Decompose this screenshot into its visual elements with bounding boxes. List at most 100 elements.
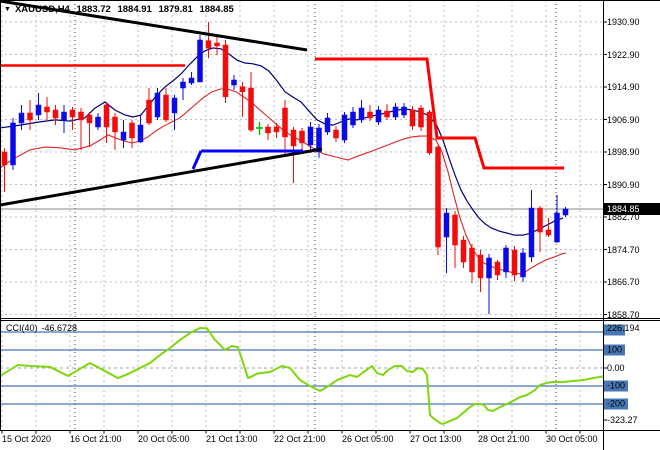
bear-candle-body [214, 42, 220, 47]
bull-candle-body [324, 117, 331, 133]
bull-candle-body [188, 77, 195, 84]
bear-candle-body [537, 207, 543, 233]
time-axis-label: 28 Oct 21:00 [478, 434, 530, 444]
ma-fast-line [0, 47, 564, 236]
bear-candle-body [239, 86, 246, 92]
bull-candle-body [61, 111, 67, 121]
bear-candle-body [52, 109, 59, 119]
bear-candle-body [86, 114, 93, 124]
symbol-timeframe-label: XAUUSD,H4 [14, 4, 70, 15]
price-axis-label: 1930.90 [607, 17, 640, 27]
bear-candle-body [333, 129, 339, 139]
bear-candle-body [248, 87, 254, 131]
bear-candle-body [494, 261, 501, 276]
bear-candle-body [1, 151, 8, 166]
bear-candle-body [69, 109, 76, 118]
price-axis-label: 1866.70 [607, 277, 640, 287]
price-axis-label: 1874.70 [607, 244, 640, 255]
bull-candle-body [392, 106, 399, 118]
bear-candle-body [477, 254, 484, 279]
bear-candle-body [146, 99, 152, 124]
current-price-badge: 1884.85 [604, 203, 660, 215]
bear-candle-body [78, 111, 84, 121]
descending-trendline[interactable] [0, 0, 308, 52]
bear-candle-body [44, 106, 50, 113]
bear-candle-body [27, 112, 33, 121]
blue-flag-pole-line[interactable] [191, 150, 203, 170]
time-axis-label: 30 Oct 05:00 [546, 434, 598, 444]
bear-candle-body [163, 94, 169, 121]
bull-candle-body [307, 126, 314, 146]
cci-level-badge [604, 324, 625, 336]
bear-candle-body [469, 247, 475, 273]
bull-candle-body [358, 107, 365, 121]
bull-candle-body [350, 111, 356, 126]
cci-level-badge-label: -100 [604, 380, 629, 392]
cci-level-badge-label: -200 [604, 398, 629, 410]
cci-indicator-line [0, 327, 604, 425]
indicator-label: CCI(40) -46.6728 [6, 323, 81, 333]
bull-candle-body [401, 106, 407, 116]
bull-candle-body [443, 212, 450, 238]
quote-close: 1884.85 [199, 4, 234, 15]
bull-candle-body [18, 112, 25, 124]
quote-low: 1879.81 [158, 4, 193, 15]
bear-candle-body [452, 214, 458, 246]
bull-candle-body [562, 208, 569, 216]
bear-candle-body [282, 107, 288, 138]
bull-candle-body [528, 207, 535, 258]
time-axis-label: 16 Oct 21:00 [70, 434, 122, 444]
bear-candle-body [103, 104, 110, 128]
bear-candle-body [129, 122, 135, 139]
bear-candle-body [290, 129, 297, 147]
bear-candle-body [545, 229, 552, 236]
bear-candle-body [273, 126, 280, 133]
bear-candle-body [511, 249, 518, 276]
bull-candle-body [375, 109, 382, 123]
indicator-value: -46.6728 [41, 323, 78, 333]
bull-candle-body [180, 81, 186, 89]
bull-candle-body [231, 79, 237, 86]
bull-candle-body [520, 252, 526, 278]
price-axis-label: 1922.90 [607, 49, 640, 60]
time-axis-label: 26 Oct 05:00 [342, 434, 394, 444]
bear-candle-body [384, 110, 390, 118]
bull-candle-body [341, 114, 348, 141]
time-axis-label: 20 Oct 05:00 [138, 434, 190, 444]
price-axis-label: 1914.90 [607, 82, 640, 92]
quote-high: 1884.91 [117, 4, 152, 15]
bull-candle-body [171, 97, 178, 114]
cci-axis-label: -323.27 [607, 415, 638, 425]
time-axis-label: 27 Oct 13:00 [410, 434, 462, 444]
bear-candle-body [409, 109, 416, 127]
price-axis-label: 1906.90 [607, 114, 640, 125]
price-axis-label: 1890.90 [607, 179, 640, 190]
bear-candle-body [112, 116, 118, 133]
bear-candle-body [265, 126, 271, 134]
bull-candle-body [316, 127, 322, 153]
bull-candle-body [197, 39, 203, 83]
bull-candle-body [95, 116, 101, 128]
cci-axis-label: 226.194 [607, 323, 640, 333]
bear-candle-body [299, 130, 305, 144]
stepped-resistance-line[interactable] [315, 57, 564, 170]
cci-level-badge-label: 100 [604, 344, 626, 356]
price-axis-label: 1858.70 [607, 309, 640, 320]
ascending-trendline[interactable] [0, 147, 323, 207]
cci-axis-label: 0.00 [607, 363, 625, 373]
bull-candle-body [120, 131, 127, 141]
bear-candle-body [460, 239, 467, 263]
bear-candle-body [418, 107, 424, 128]
chart-quote-line: ▼ XAUUSD,H4 1883.72 1884.91 1879.81 1884.… [4, 4, 238, 15]
bear-candle-body [205, 40, 212, 49]
bull-candle-body [486, 257, 492, 279]
quote-open: 1883.72 [76, 4, 111, 15]
time-axis-label: 15 Oct 2020 [2, 434, 52, 444]
indicator-name: CCI(40) [6, 323, 38, 333]
symbol-dropdown-arrow-icon[interactable]: ▼ [4, 6, 11, 13]
bear-candle-body [222, 44, 229, 97]
time-axis-label: 22 Oct 21:00 [274, 434, 326, 444]
bear-candle-body [435, 146, 441, 248]
